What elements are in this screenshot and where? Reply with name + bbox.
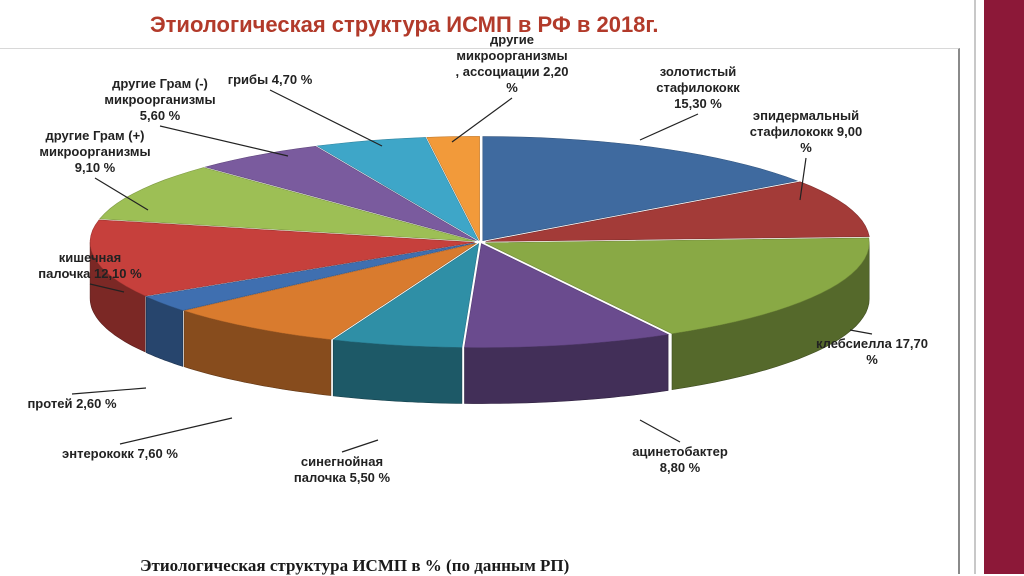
pie-slice-6 (145, 242, 476, 311)
pie-slice-label-5: энтерококк 7,60 % (62, 446, 178, 461)
pie-leader-line-4 (341, 439, 379, 453)
pie-slice-label-2: клебсиелла 17,70% (816, 336, 928, 367)
slide-side-bar (984, 0, 1024, 574)
pie-slice-label-7: кишечная палочка 12,10 % (38, 250, 142, 281)
pie-leader-line-5 (119, 417, 233, 445)
slide-divider (974, 0, 976, 574)
pie-slice-label-1: эпидермальный стафилококк 9,00% (750, 108, 862, 155)
pie-leader-line-3 (639, 419, 681, 443)
pie-slice-label-11: другие микроорганизмы, ассоциации 2,20% (456, 32, 569, 95)
pie-slice-7 (89, 219, 475, 297)
pie-slice-1 (485, 181, 870, 242)
pie-slice-8 (99, 167, 475, 242)
pie-leader-line-11 (451, 97, 513, 143)
pie-leader-line-7 (89, 283, 125, 293)
pie-leader-line-6 (71, 387, 147, 395)
pie-tops (89, 136, 870, 348)
pie-slice-side-4 (332, 339, 463, 404)
chart-caption: Этиологическая структура ИСМП в % (по да… (140, 556, 570, 575)
pie-slice-0 (482, 136, 799, 241)
pie-labels: золотистый стафилококк 15,30 %эпидермальны… (27, 32, 928, 485)
pie-slice-label-10: грибы 4,70 % (228, 72, 313, 87)
pie-slice-label-0: золотистый стафилококк 15,30 % (656, 64, 740, 111)
pie-slice-2 (485, 237, 870, 335)
pie-slice-label-6: протей 2,60 % (27, 396, 117, 411)
pie-leader-line-1 (799, 157, 807, 201)
pie-slice-3 (464, 243, 670, 348)
pie-leader-line-0 (639, 113, 699, 141)
pie-slice-5 (182, 243, 477, 340)
pie-slice-label-8: другие Грам (+) микроорганизмы 9,10 % (39, 128, 150, 175)
pie-slice-label-9: другие Грам (-) микроорганизмы 5,60 % (104, 76, 215, 123)
pie-slice-9 (204, 145, 477, 241)
slide-title: Этиологическая структура ИСМП в РФ в 201… (150, 12, 659, 37)
pie-sides (89, 242, 870, 404)
pie-slice-11 (426, 136, 480, 241)
pie-slice-label-4: синегнойная палочка 5,50 % (294, 454, 391, 485)
pie-leader-line-9 (159, 125, 289, 157)
pie-leader-line-10 (269, 89, 383, 147)
pie-slice-4 (332, 242, 480, 348)
pie-leader-line-2 (849, 329, 873, 335)
pie-leader-lines (71, 89, 873, 453)
pie-leader-line-8 (94, 177, 149, 211)
pie-slice-label-3: ацинетобактер 8,80 % (632, 444, 728, 475)
